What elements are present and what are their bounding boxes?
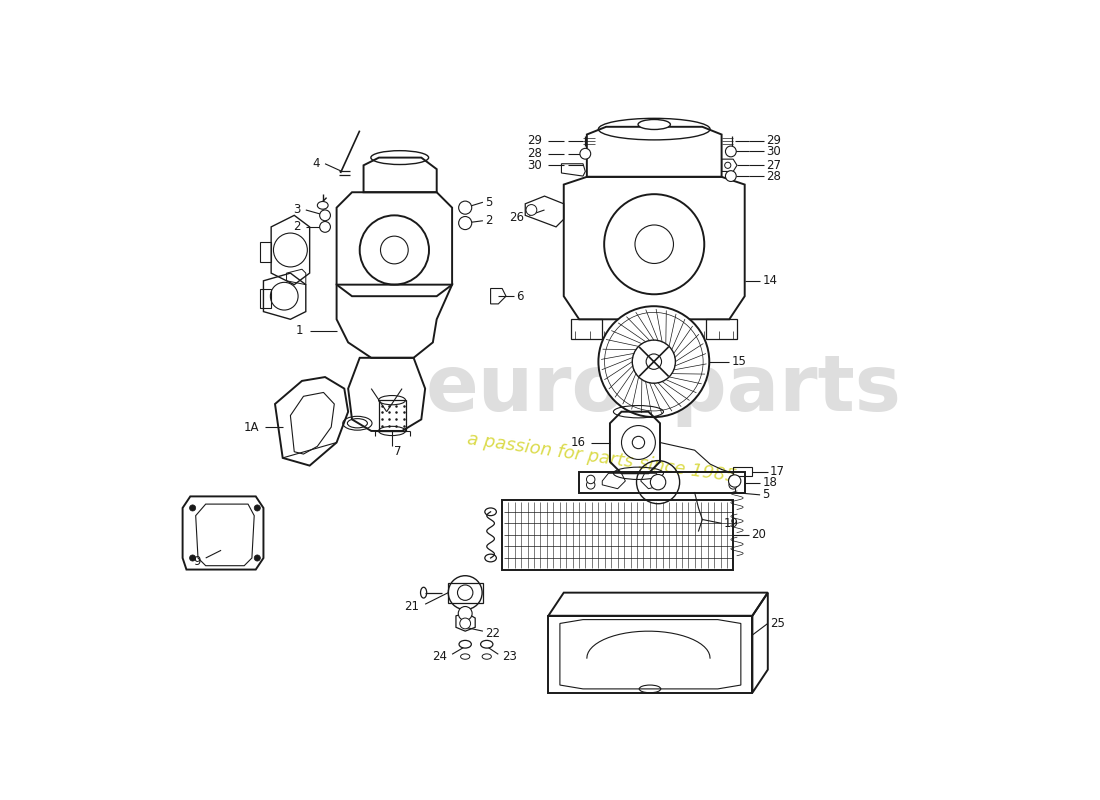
Text: 1A: 1A [244, 421, 260, 434]
Circle shape [254, 505, 261, 511]
Text: 22: 22 [485, 627, 501, 640]
Circle shape [725, 162, 730, 168]
Text: 4: 4 [312, 158, 320, 170]
Circle shape [459, 217, 472, 230]
Circle shape [586, 481, 595, 489]
Text: 25: 25 [770, 617, 785, 630]
Circle shape [458, 585, 473, 600]
Ellipse shape [318, 202, 328, 209]
Text: eurosparts: eurosparts [426, 350, 902, 426]
Circle shape [650, 474, 666, 490]
Circle shape [646, 354, 661, 370]
Circle shape [729, 475, 737, 484]
Circle shape [320, 210, 330, 221]
Text: 16: 16 [570, 436, 585, 449]
Text: 18: 18 [762, 476, 778, 489]
Circle shape [189, 505, 196, 511]
Circle shape [526, 205, 537, 215]
Text: 29: 29 [767, 134, 781, 147]
Text: 26: 26 [508, 211, 524, 224]
Text: 7: 7 [395, 446, 402, 458]
Text: 20: 20 [751, 529, 766, 542]
Text: 1: 1 [296, 324, 304, 338]
Circle shape [726, 170, 736, 182]
Ellipse shape [459, 640, 472, 648]
Circle shape [254, 555, 261, 561]
Text: 30: 30 [767, 145, 781, 158]
Text: 30: 30 [527, 159, 542, 172]
Text: 21: 21 [404, 600, 419, 613]
Text: 23: 23 [502, 650, 517, 663]
Text: 5: 5 [485, 196, 493, 209]
Text: 28: 28 [527, 147, 542, 160]
Circle shape [729, 481, 737, 489]
Text: 2: 2 [485, 214, 493, 227]
Text: 2: 2 [293, 221, 300, 234]
Circle shape [598, 306, 710, 417]
Circle shape [728, 475, 740, 487]
Ellipse shape [638, 119, 670, 130]
Circle shape [189, 555, 196, 561]
Text: 24: 24 [431, 650, 447, 663]
Text: a passion for parts since 1985: a passion for parts since 1985 [466, 430, 738, 486]
Ellipse shape [482, 654, 492, 659]
Circle shape [580, 148, 591, 159]
Ellipse shape [481, 640, 493, 648]
Ellipse shape [461, 654, 470, 659]
Circle shape [726, 146, 736, 157]
Text: 5: 5 [762, 488, 770, 502]
Text: 28: 28 [767, 170, 781, 182]
Circle shape [459, 201, 472, 214]
Text: 9: 9 [192, 555, 200, 568]
Circle shape [586, 475, 595, 484]
Text: 17: 17 [770, 466, 785, 478]
Circle shape [460, 618, 471, 629]
Text: 3: 3 [293, 203, 300, 217]
Text: 6: 6 [516, 290, 524, 302]
Circle shape [632, 340, 675, 383]
Text: 19: 19 [724, 517, 739, 530]
Text: 15: 15 [732, 355, 747, 368]
Circle shape [459, 606, 472, 620]
Text: 27: 27 [767, 159, 781, 172]
Circle shape [632, 436, 645, 449]
Text: 29: 29 [527, 134, 542, 147]
Text: 14: 14 [762, 274, 778, 287]
Circle shape [320, 222, 330, 232]
